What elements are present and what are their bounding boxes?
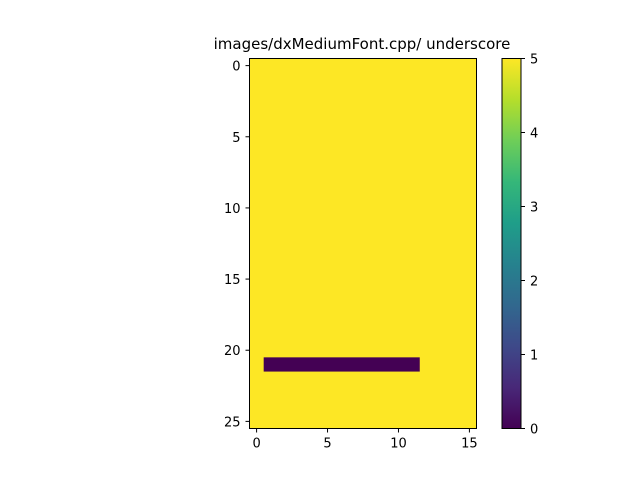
colorbar-tick-label: 5 — [530, 53, 538, 68]
x-tick-label: 10 — [390, 437, 407, 452]
y-axis: 0 5 10 15 20 25 — [224, 60, 250, 430]
heatmap-background — [249, 58, 477, 429]
colorbar-tick-label: 3 — [530, 201, 538, 216]
underscore-stroke — [263, 357, 420, 372]
colorbar: 0 1 2 3 4 5 — [501, 53, 538, 438]
y-tick-label: 0 — [232, 60, 240, 75]
x-axis: 0 5 10 15 — [252, 428, 478, 452]
colorbar-gradient — [501, 58, 522, 429]
colorbar-tick-label: 1 — [530, 349, 538, 364]
y-tick-label: 10 — [224, 202, 241, 217]
y-tick-label: 20 — [224, 344, 241, 359]
colorbar-tick-label: 2 — [530, 275, 538, 290]
colorbar-tick-label: 4 — [530, 127, 538, 142]
x-tick-label: 5 — [323, 437, 331, 452]
y-tick-label: 5 — [232, 131, 240, 146]
heatmap-cells — [249, 58, 477, 429]
x-tick-label: 0 — [252, 437, 260, 452]
plot-frame — [249, 58, 477, 429]
chart-title: images/dxMediumFont.cpp/ underscore — [214, 35, 511, 53]
x-tick-label: 15 — [461, 437, 478, 452]
y-tick-label: 15 — [224, 273, 241, 288]
colorbar-tick-label: 0 — [530, 423, 538, 438]
y-tick-label: 25 — [224, 415, 241, 430]
